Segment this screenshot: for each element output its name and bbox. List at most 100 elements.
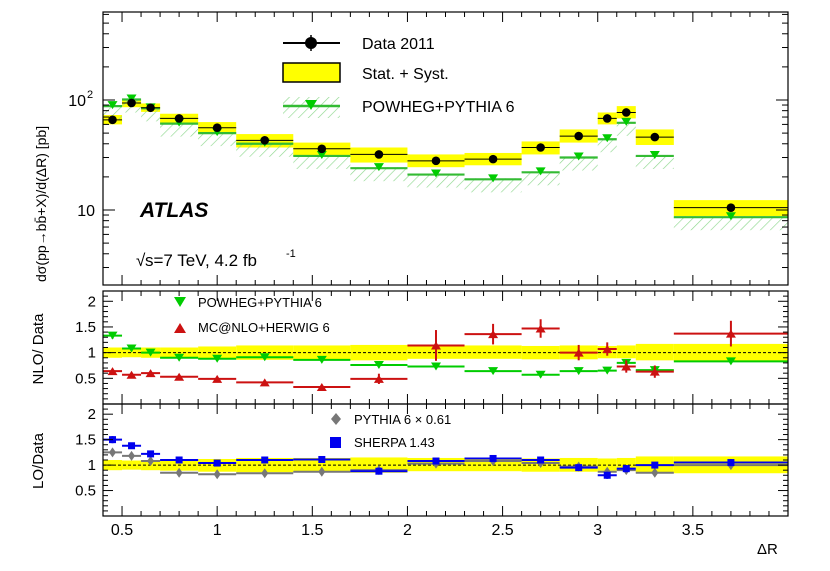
powheg-hatch [616, 121, 636, 136]
lo-sherpa-marker [318, 455, 326, 463]
nlo-powheg-marker [316, 355, 327, 364]
legend-nlo-powheg-marker [174, 297, 186, 307]
powheg-marker [602, 134, 613, 143]
powheg-hatch [236, 142, 294, 157]
data-point [127, 98, 136, 108]
nlo-powheg-marker [535, 370, 546, 379]
powheg-hatch [635, 154, 674, 169]
powheg-marker [621, 117, 632, 126]
nlo-y-tick-label: 1.5 [75, 319, 96, 336]
nlo-uncertainty-band [122, 348, 142, 358]
legend-lo-sherpa-marker [330, 437, 341, 448]
x-tick-label: 1.5 [301, 522, 323, 539]
legend-nlo-powheg-label: POWHEG+PYTHIA 6 [198, 295, 322, 310]
lo-y-tick-label: 1.5 [75, 432, 96, 449]
nlo-powheg-marker [573, 367, 584, 376]
x-tick-label: 2.5 [491, 522, 513, 539]
x-tick-label: 0.5 [111, 522, 133, 539]
nlo-mcnlo-marker [649, 367, 660, 376]
lo-sherpa-marker [727, 459, 735, 467]
powheg-hatch [673, 216, 788, 231]
data-point [431, 156, 441, 166]
lo-uncertainty-band [597, 458, 617, 471]
nlo-y-tick-label: 0.5 [75, 370, 96, 387]
energy-superscript: -1 [286, 248, 296, 260]
lo-uncertainty-band [293, 457, 351, 473]
powheg-hatch [160, 122, 199, 137]
legend-lo-pythia-marker [331, 413, 341, 425]
lo-sherpa-marker [213, 459, 221, 467]
data-point [726, 203, 736, 212]
lo-y-tick-label: 2 [88, 406, 96, 423]
powheg-hatch [103, 105, 123, 120]
powheg-hatch [293, 154, 351, 169]
nlo-powheg-marker [126, 344, 137, 353]
main-y-axis-label: dσ(pp→bb̄+X)/d(ΔR) [pb] [33, 126, 49, 282]
lo-pythia-marker [261, 468, 269, 479]
nlo-powheg-marker [488, 367, 499, 376]
nlo-mcnlo-marker [602, 345, 613, 354]
nlo-powheg-marker [259, 353, 270, 362]
main-y-tick-label-exp: 2 [87, 89, 93, 101]
powheg-hatch [559, 156, 598, 171]
energy-label: √ s=7 TeV, 4.2 fb -1 [136, 248, 296, 270]
nlo-y-axis-label: NLO/ Data [30, 313, 47, 385]
lo-pythia-marker [128, 450, 136, 461]
powheg-hatch [407, 173, 465, 188]
nlo-mcnlo-marker [316, 383, 327, 392]
legend-band-label: Stat. + Syst. [362, 66, 449, 83]
nlo-powheg-marker [373, 360, 384, 369]
main-frame [102, 11, 789, 286]
legend-nlo-mcnlo-label: MC@NLO+HERWIG 6 [198, 320, 330, 335]
nlo-mcnlo-marker [174, 372, 185, 381]
nlo-mcnlo-marker [145, 369, 156, 378]
lo-sherpa-marker [147, 450, 155, 458]
lo-pythia-marker [318, 466, 326, 477]
legend-lo-pythia-label: PYTHIA 6 × 0.61 [354, 412, 451, 427]
powheg-hatch [597, 138, 617, 153]
x-axis-label: ΔR [757, 541, 778, 558]
data-point [174, 114, 184, 123]
legend-data-label: Data 2011 [362, 36, 435, 53]
data-point [650, 132, 660, 142]
nlo-legend: POWHEG+PYTHIA 6 MC@NLO+HERWIG 6 [174, 295, 330, 335]
nlo-powheg-marker [725, 357, 736, 366]
powheg-marker [573, 152, 584, 161]
data-point [574, 131, 583, 141]
legend-powheg-label: POWHEG+PYTHIA 6 [362, 99, 515, 116]
lo-sherpa-marker [128, 442, 136, 450]
legend-data-marker [283, 35, 340, 51]
x-tick-label: 1 [213, 522, 222, 539]
lo-sherpa-marker [375, 467, 383, 475]
lo-sherpa-marker [261, 456, 269, 464]
powheg-marker [373, 163, 384, 172]
data-point [536, 143, 545, 152]
main-y-tick-label: 10 [77, 203, 95, 220]
powheg-marker [107, 101, 118, 110]
main-legend: Data 2011 Stat. + Syst. POWHEG+PYTHIA 6 [282, 35, 515, 118]
powheg-marker [535, 167, 546, 176]
nlo-y-tick-label: 1 [88, 345, 96, 362]
nlo-uncertainty-band [293, 345, 351, 360]
main-y-tick-label: 10 [68, 93, 86, 110]
lo-y-axis-label: LO/Data [30, 432, 47, 489]
powheg-marker [488, 174, 499, 183]
nlo-powheg-marker [430, 362, 441, 371]
lo-y-tick-label: 0.5 [75, 483, 96, 500]
lo-sherpa-marker [622, 465, 630, 473]
lo-ratio-panel: 0.5 1 1.5 2 0.5 1 1.5 2 2.5 3 3.5 [75, 403, 789, 539]
data-point [146, 103, 155, 113]
powheg-marker [316, 150, 327, 159]
nlo-mcnlo-marker [430, 341, 441, 350]
lo-pythia-marker [213, 469, 221, 480]
lo-sherpa-marker [651, 461, 659, 469]
nlo-powheg-marker [174, 353, 185, 362]
nlo-mcnlo-marker [107, 367, 118, 376]
powheg-hatch [198, 132, 237, 147]
data-point [621, 108, 631, 117]
main-plot-area [103, 94, 788, 231]
lo-pythia-marker [147, 456, 155, 467]
lo-pythia-marker [109, 447, 117, 458]
powheg-hatch [521, 171, 560, 186]
